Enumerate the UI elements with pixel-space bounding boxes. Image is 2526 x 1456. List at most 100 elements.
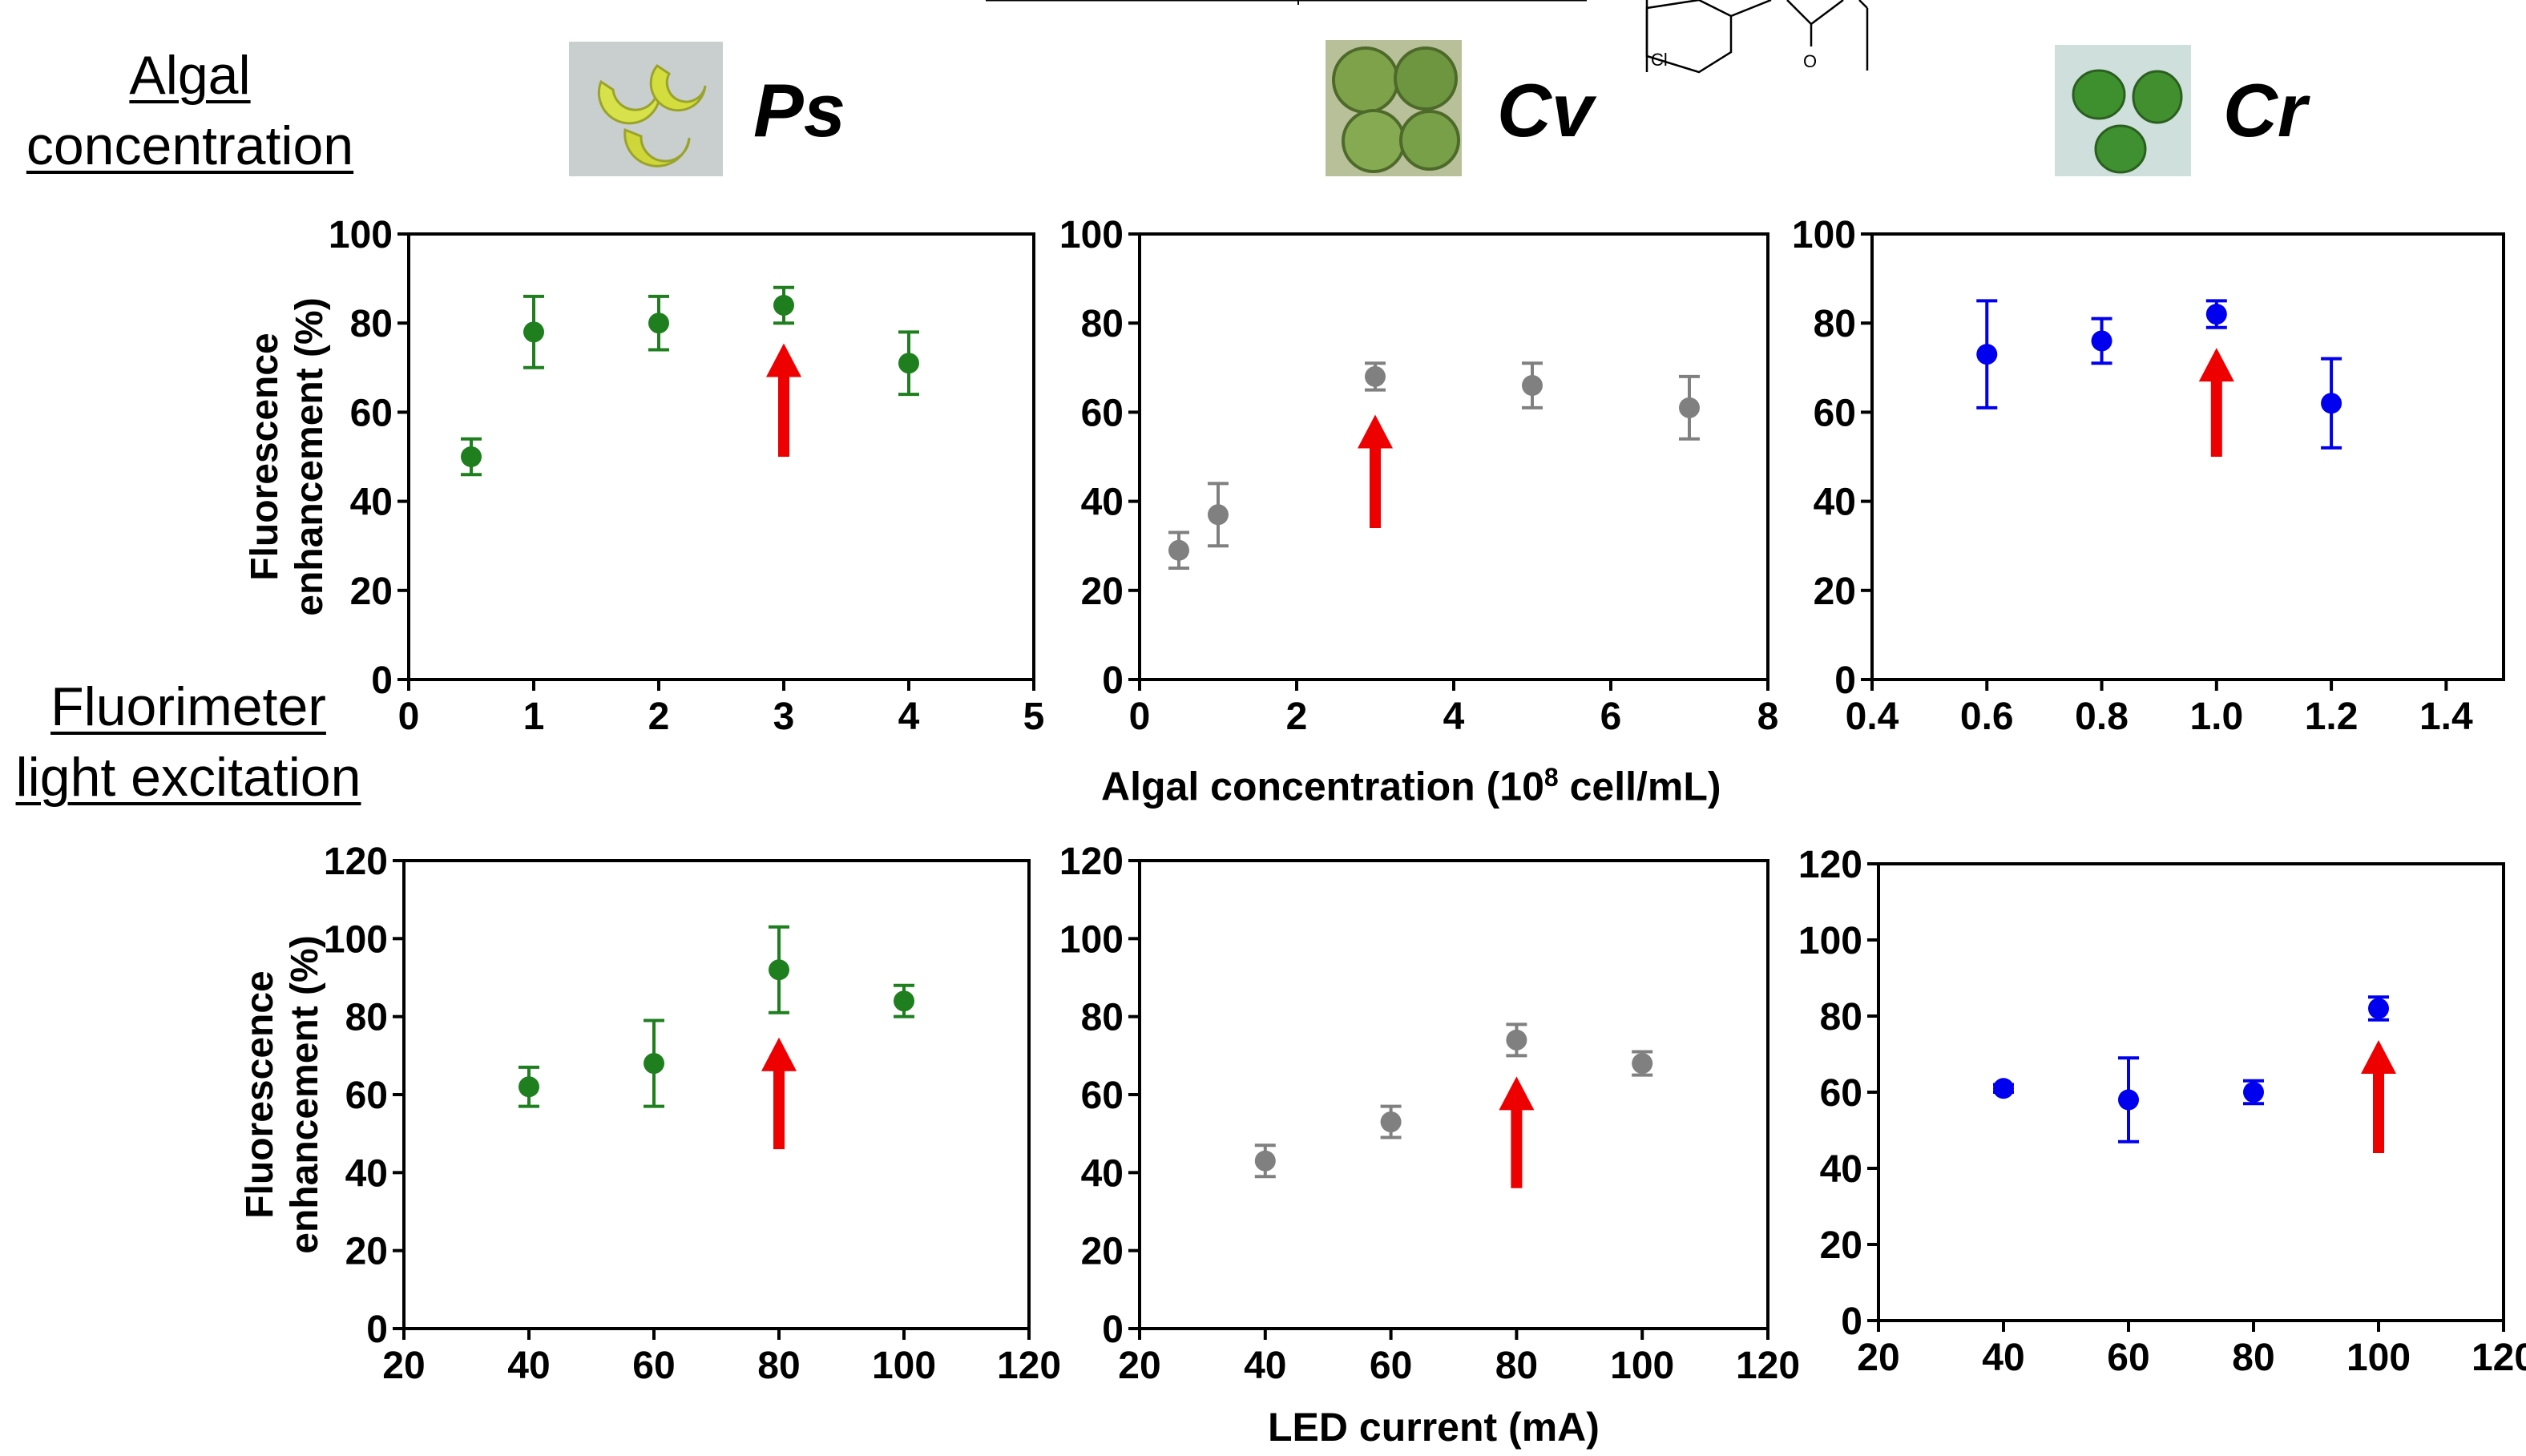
data-point bbox=[2321, 393, 2342, 414]
x-tick-label: 120 bbox=[1736, 1345, 1800, 1387]
xlabel-top-superscript: 8 bbox=[1543, 763, 1559, 792]
y-tick-label: 40 bbox=[350, 482, 393, 524]
x-tick-label: 100 bbox=[1610, 1345, 1674, 1387]
y-tick-label: 60 bbox=[345, 1075, 388, 1117]
y-tick-label: 60 bbox=[350, 392, 393, 434]
y-tick-label: 20 bbox=[1081, 571, 1124, 613]
x-tick-label: 2 bbox=[1286, 696, 1308, 738]
y-axis-label: Fluorescence enhancement (%) bbox=[239, 935, 326, 1253]
optimum-arrow-head bbox=[2198, 348, 2234, 382]
y-tick-label: 0 bbox=[1834, 659, 1856, 702]
y-tick-label: 20 bbox=[1820, 1224, 1862, 1267]
x-tick-label: 80 bbox=[2232, 1337, 2274, 1379]
shared-xlabel-algal-concentration: Algal concentration (108 cell/mL) bbox=[1101, 763, 1721, 810]
y-tick-label: 0 bbox=[371, 659, 393, 702]
optimum-arrow-head bbox=[766, 343, 801, 377]
xlabel-top-text: Algal concentration (10 bbox=[1101, 764, 1544, 809]
y-tick-label: 60 bbox=[1081, 1075, 1124, 1117]
x-tick-label: 1.0 bbox=[2189, 696, 2243, 738]
y-tick-label: 60 bbox=[1820, 1072, 1862, 1115]
optimum-arrow-head bbox=[1499, 1076, 1535, 1111]
x-tick-label: 4 bbox=[898, 696, 920, 738]
row-label-fluorimeter-light-excitation: Fluorimeter light excitation bbox=[0, 672, 377, 813]
y-axis-label-line2: enhancement (%) bbox=[289, 297, 331, 615]
data-point bbox=[461, 446, 482, 467]
x-tick-label: 0 bbox=[398, 696, 420, 738]
data-point bbox=[1522, 375, 1543, 397]
x-tick-label: 3 bbox=[773, 696, 795, 738]
x-tick-label: 20 bbox=[382, 1345, 425, 1387]
y-tick-label: 100 bbox=[1059, 214, 1124, 256]
y-tick-label: 120 bbox=[1059, 841, 1124, 883]
data-point bbox=[1976, 344, 1998, 365]
x-tick-label: 0.6 bbox=[1960, 696, 2014, 738]
y-tick-label: 40 bbox=[1081, 482, 1124, 524]
y-axis-label-line1: Fluorescence bbox=[244, 333, 286, 580]
y-axis-label-line2: enhancement (%) bbox=[284, 935, 326, 1253]
y-tick-label: 20 bbox=[345, 1231, 388, 1273]
x-tick-label: 5 bbox=[1023, 696, 1045, 738]
y-tick-label: 100 bbox=[329, 214, 393, 256]
data-point bbox=[1632, 1053, 1653, 1075]
x-tick-label: 0 bbox=[1129, 696, 1151, 738]
x-tick-label: 8 bbox=[1757, 696, 1779, 738]
y-tick-label: 100 bbox=[1059, 918, 1124, 961]
data-point bbox=[2205, 304, 2227, 325]
x-tick-label: 4 bbox=[1443, 696, 1465, 738]
y-tick-label: 40 bbox=[1820, 1148, 1862, 1191]
y-axis-label: Fluorescence enhancement (%) bbox=[244, 297, 331, 615]
y-tick-label: 20 bbox=[350, 571, 393, 613]
x-tick-label: 1 bbox=[523, 696, 545, 738]
x-tick-label: 6 bbox=[1600, 696, 1622, 738]
data-point bbox=[648, 313, 669, 334]
data-point bbox=[2091, 330, 2112, 352]
data-point bbox=[1679, 397, 1700, 418]
y-tick-label: 60 bbox=[1814, 392, 1856, 434]
data-point bbox=[1380, 1111, 1402, 1133]
y-tick-label: 0 bbox=[1102, 659, 1124, 702]
y-tick-label: 0 bbox=[1841, 1301, 1862, 1343]
x-tick-label: 80 bbox=[1495, 1345, 1538, 1387]
x-tick-label: 80 bbox=[757, 1345, 800, 1387]
y-tick-label: 100 bbox=[1798, 920, 1862, 962]
species-name-cv: Cv bbox=[1497, 68, 1594, 152]
data-point bbox=[769, 959, 789, 981]
shared-xlabel-led-current: LED current (mA) bbox=[1268, 1405, 1600, 1450]
row-label-fluor-line1: Fluorimeter bbox=[50, 676, 326, 737]
xlabel-top-text-end: cell/mL) bbox=[1558, 764, 1721, 809]
x-tick-label: 40 bbox=[1982, 1337, 2024, 1379]
y-tick-label: 40 bbox=[1814, 482, 1856, 524]
y-tick-label: 80 bbox=[1814, 303, 1856, 345]
oval-algae-cells-photo bbox=[2055, 45, 2191, 176]
chemical-structure-fragment: Cl O bbox=[986, 0, 1869, 74]
x-tick-label: 100 bbox=[2346, 1337, 2411, 1379]
y-tick-label: 40 bbox=[1081, 1152, 1124, 1195]
y-tick-label: 80 bbox=[1820, 996, 1862, 1039]
data-point bbox=[1208, 504, 1229, 526]
data-point bbox=[2243, 1082, 2264, 1103]
row-label-fluor-line2: light excitation bbox=[15, 747, 361, 808]
y-tick-label: 80 bbox=[1081, 303, 1124, 345]
y-tick-label: 100 bbox=[324, 918, 388, 961]
data-point bbox=[898, 353, 919, 374]
x-tick-label: 1.4 bbox=[2419, 696, 2473, 738]
optimum-arrow-head bbox=[761, 1037, 797, 1071]
plot-frame bbox=[1138, 232, 1769, 681]
data-point bbox=[2118, 1089, 2139, 1111]
plot-frame bbox=[1877, 862, 2505, 1322]
species-name-cr: Cr bbox=[2223, 68, 2307, 152]
plot-frame bbox=[1870, 232, 2505, 681]
y-tick-label: 0 bbox=[1102, 1309, 1124, 1351]
data-point bbox=[894, 990, 914, 1012]
data-point bbox=[1365, 365, 1386, 387]
x-tick-label: 2 bbox=[648, 696, 670, 738]
y-tick-label: 80 bbox=[345, 997, 388, 1039]
data-point bbox=[519, 1076, 539, 1098]
data-point bbox=[523, 321, 544, 343]
y-tick-label: 120 bbox=[1798, 844, 1862, 886]
row-label-algal-concentration: Algal concentration bbox=[10, 40, 370, 181]
crescent-algae-cells-photo bbox=[569, 42, 723, 176]
y-tick-label: 100 bbox=[1792, 214, 1856, 256]
x-tick-label: 120 bbox=[2472, 1337, 2526, 1379]
